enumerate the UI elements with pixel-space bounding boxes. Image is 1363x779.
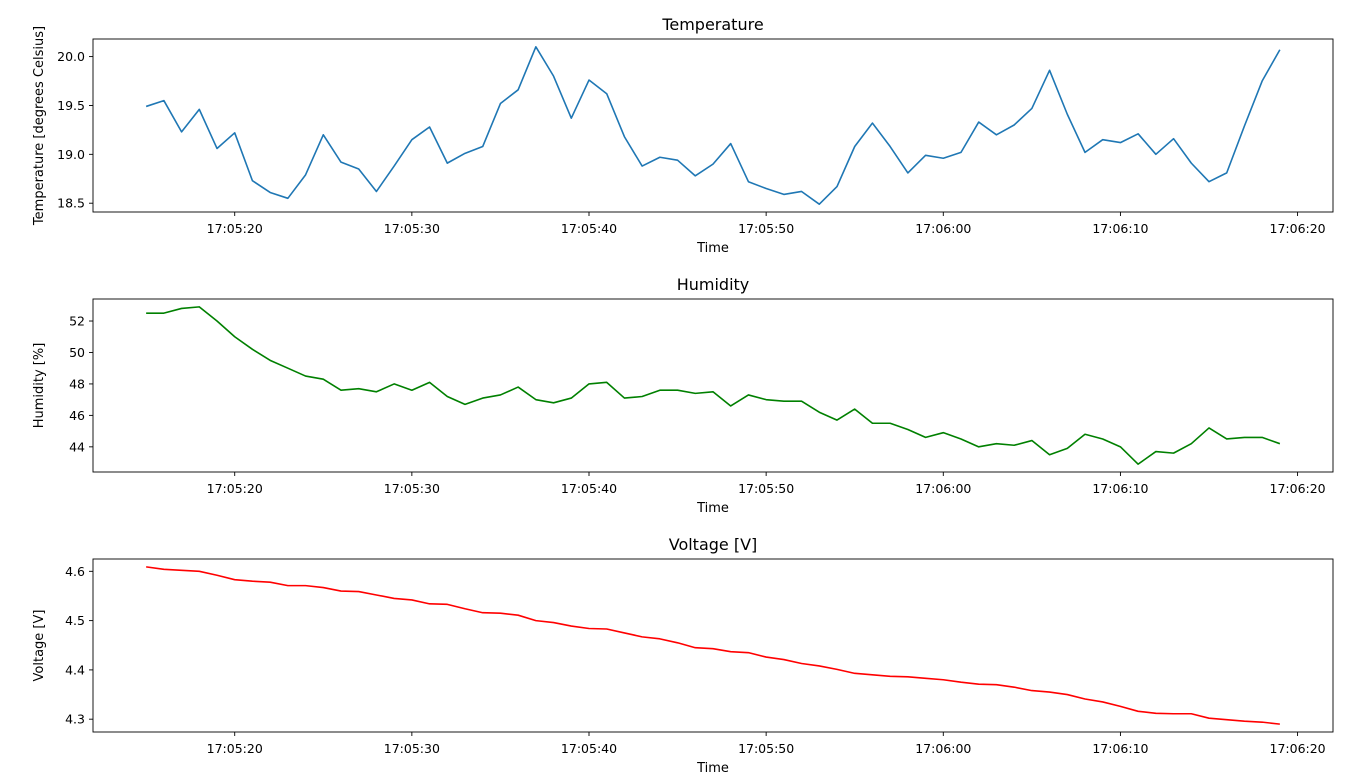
y-tick-label: 50 bbox=[69, 345, 85, 360]
x-tick-label: 17:06:00 bbox=[915, 741, 971, 756]
y-axis-label: Temperature [degrees Celsius] bbox=[32, 26, 47, 226]
x-tick-label: 17:05:50 bbox=[738, 741, 794, 756]
x-tick-label: 17:06:20 bbox=[1270, 221, 1326, 236]
x-axis-label: Time bbox=[696, 501, 729, 516]
series-line bbox=[146, 566, 1280, 725]
y-tick-label: 4.5 bbox=[65, 613, 85, 628]
plot-frame bbox=[92, 298, 1334, 473]
y-tick-label: 44 bbox=[69, 439, 85, 454]
series-line bbox=[145, 46, 1281, 205]
x-tick-label: 17:05:20 bbox=[207, 221, 263, 236]
y-axis-label: Voltage [V] bbox=[32, 610, 47, 682]
x-axis-label: Time bbox=[696, 761, 729, 776]
chart-title: Humidity bbox=[677, 275, 750, 294]
x-tick-label: 17:05:30 bbox=[384, 741, 440, 756]
chart-1: Humidity 17:05:20 17:05:30 17:05:40 17:05:50… bbox=[32, 275, 1334, 516]
y-tick-label: 4.6 bbox=[65, 564, 85, 579]
y-tick-label: 19.5 bbox=[57, 98, 85, 113]
y-tick-label: 19.0 bbox=[57, 147, 85, 162]
x-tick-label: 17:06:00 bbox=[915, 481, 971, 496]
x-axis-label: Time bbox=[696, 241, 729, 256]
x-tick-label: 17:06:10 bbox=[1092, 221, 1148, 236]
x-tick-label: 17:05:20 bbox=[207, 741, 263, 756]
chart-title: Voltage [V] bbox=[669, 535, 758, 554]
chart-title: Temperature bbox=[661, 15, 763, 34]
x-tick-label: 17:05:40 bbox=[561, 221, 617, 236]
x-tick-label: 17:06:00 bbox=[915, 221, 971, 236]
x-tick-label: 17:05:30 bbox=[384, 221, 440, 236]
y-tick-label: 18.5 bbox=[57, 196, 85, 211]
plot-frame bbox=[92, 558, 1334, 733]
x-tick-label: 17:05:50 bbox=[738, 481, 794, 496]
plot-frame bbox=[92, 38, 1334, 213]
y-tick-label: 46 bbox=[69, 408, 85, 423]
y-tick-label: 52 bbox=[69, 314, 85, 329]
x-tick-label: 17:06:20 bbox=[1270, 481, 1326, 496]
series-line bbox=[146, 306, 1281, 465]
x-tick-label: 17:05:30 bbox=[384, 481, 440, 496]
y-axis-label: Humidity [%] bbox=[32, 343, 47, 429]
x-tick-label: 17:06:20 bbox=[1270, 741, 1326, 756]
y-tick-label: 48 bbox=[69, 376, 85, 391]
y-tick-label: 4.3 bbox=[65, 712, 85, 727]
y-tick-label: 4.4 bbox=[65, 662, 85, 677]
x-tick-label: 17:05:50 bbox=[738, 221, 794, 236]
chart-2: Voltage [V] 17:05:20 17:05:30 17:05:40 17:05… bbox=[32, 535, 1334, 776]
chart-0: Temperature 17:05:20 17:05:30 17:05:40 17:05… bbox=[32, 15, 1334, 256]
y-tick-label: 20.0 bbox=[57, 49, 85, 64]
x-tick-label: 17:06:10 bbox=[1092, 741, 1148, 756]
x-tick-label: 17:05:40 bbox=[561, 481, 617, 496]
x-tick-label: 17:05:20 bbox=[207, 481, 263, 496]
x-tick-label: 17:05:40 bbox=[561, 741, 617, 756]
x-tick-label: 17:06:10 bbox=[1092, 481, 1148, 496]
